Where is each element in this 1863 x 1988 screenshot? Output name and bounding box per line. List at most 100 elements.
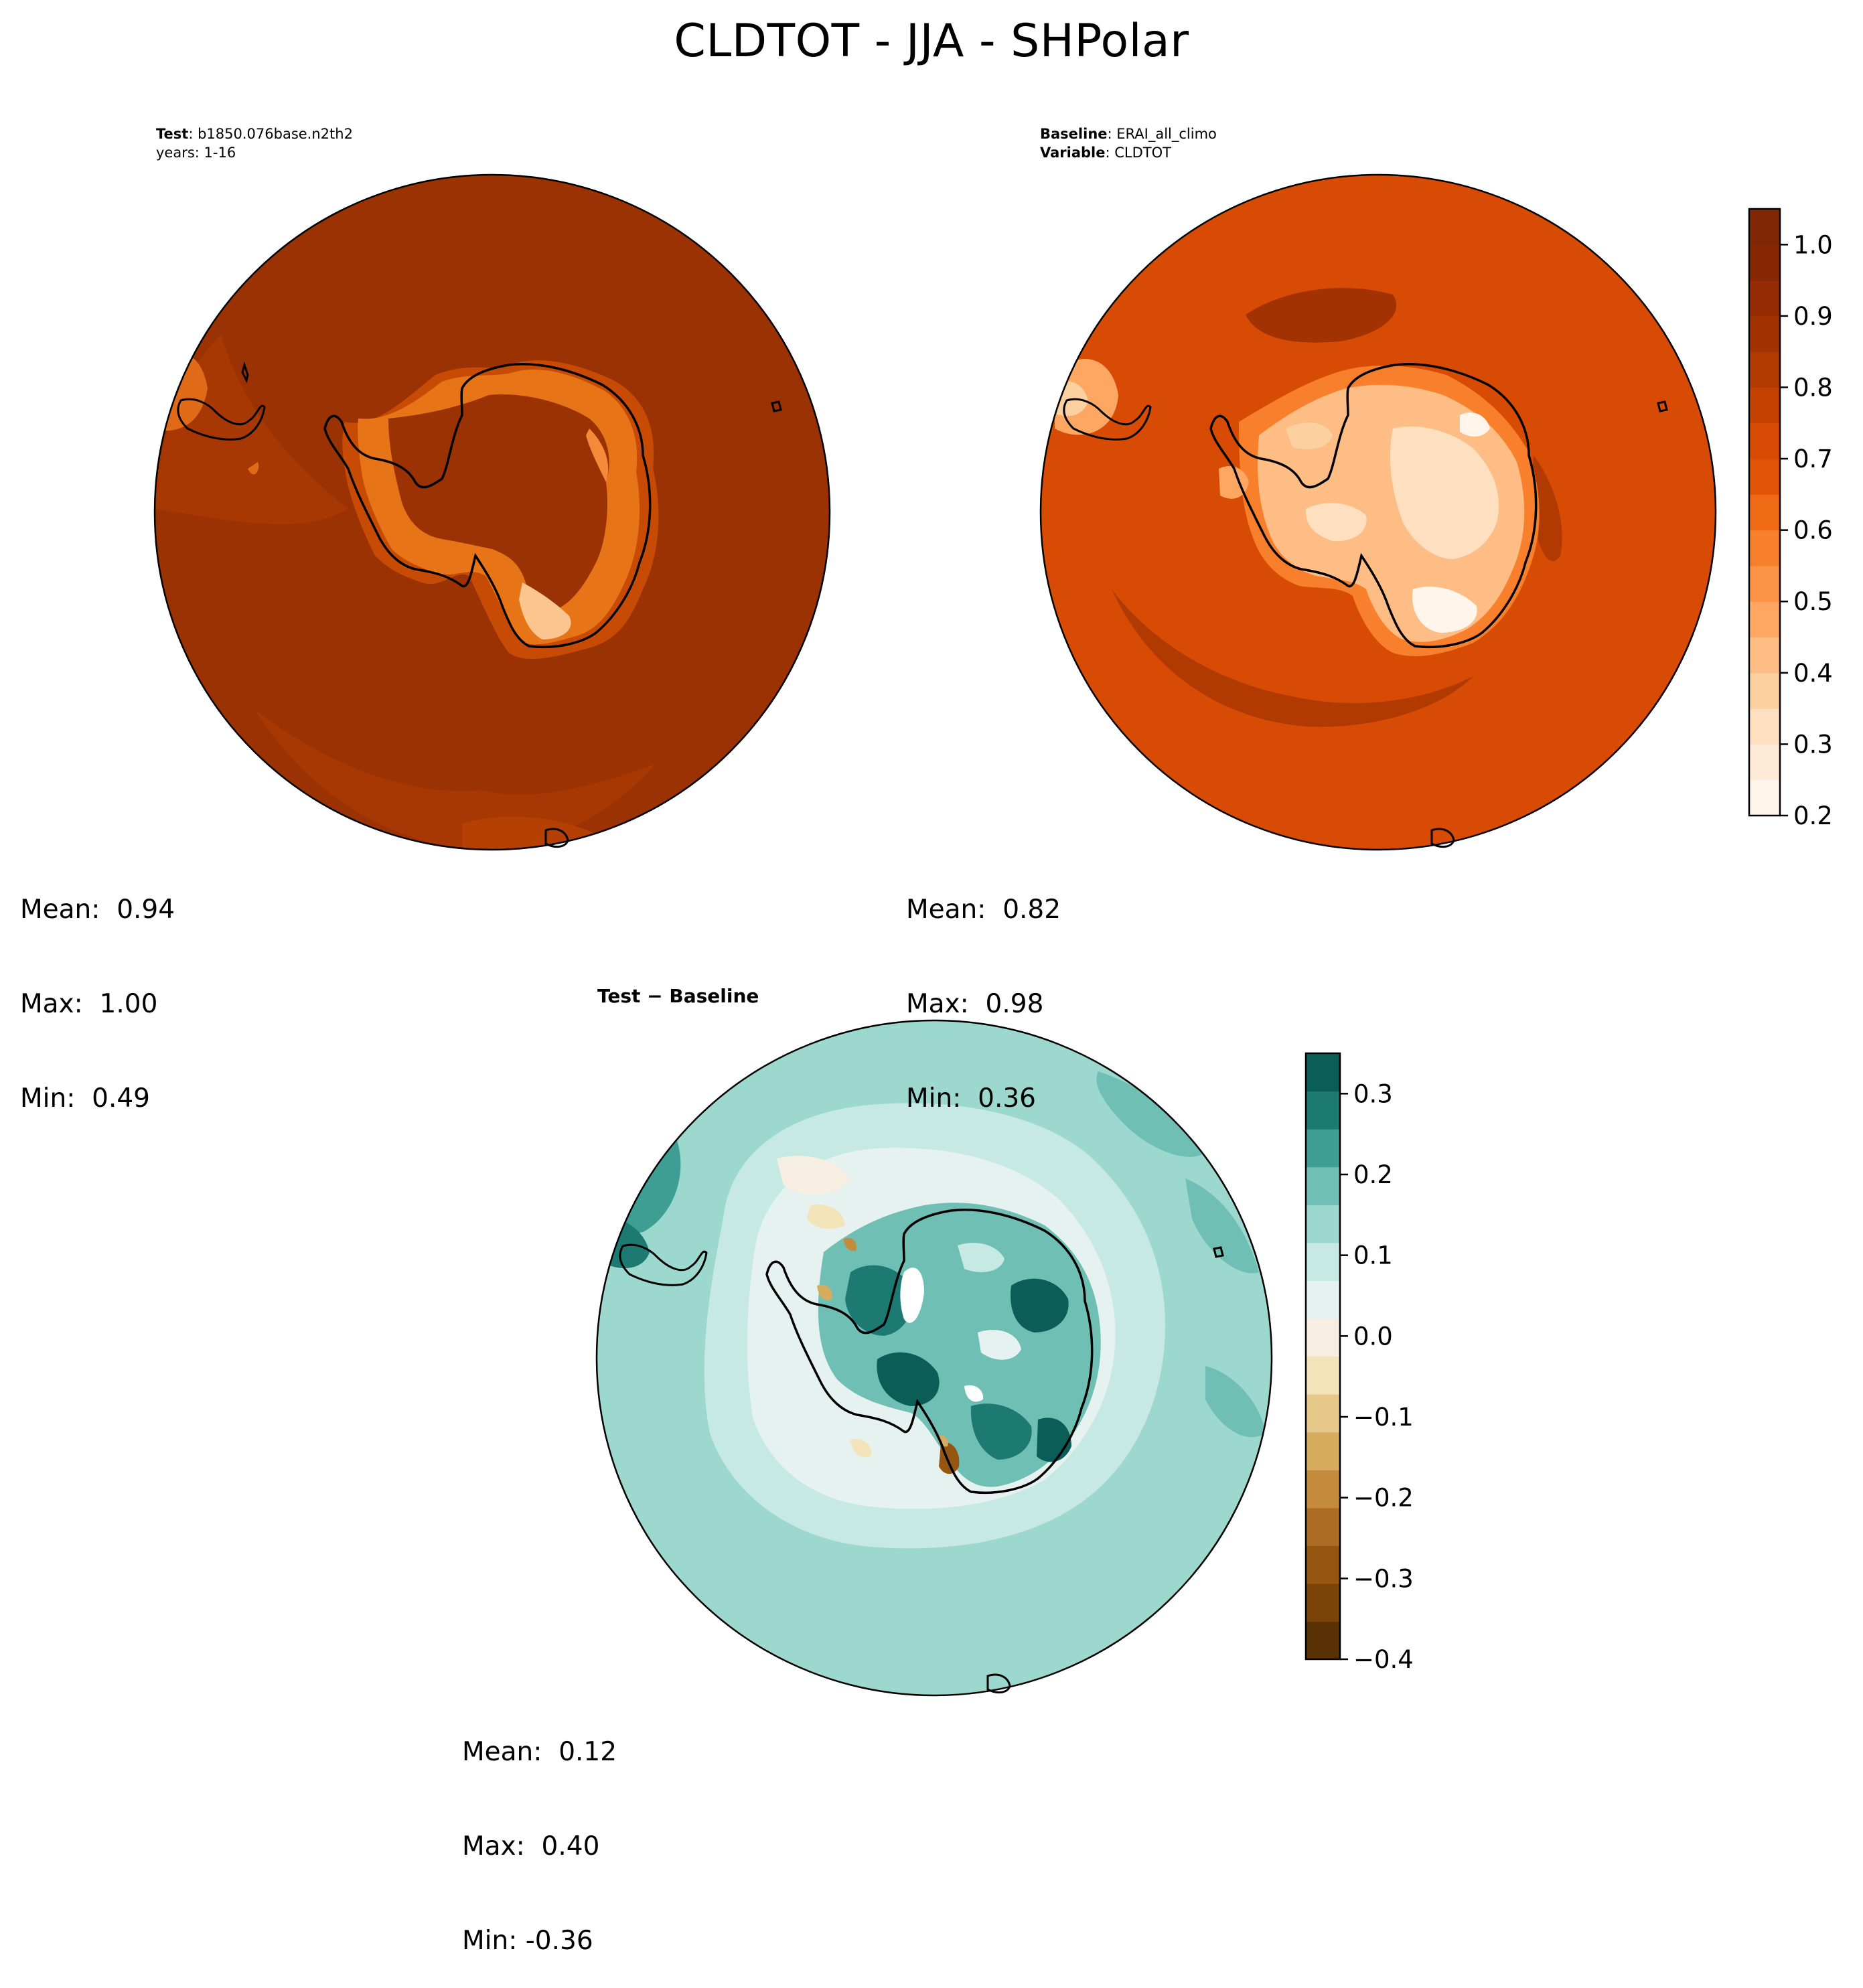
variable-label-sep: : [1105, 145, 1115, 161]
difference-colorbar-level-15 [1306, 1053, 1340, 1092]
baseline-colorbar-level-6 [1749, 565, 1780, 602]
baseline-island-kerguelen [1657, 400, 1668, 412]
difference-colorbar-level-7 [1306, 1356, 1340, 1395]
test-island-bottom [544, 828, 569, 848]
difference-island-kerguelen [1213, 1246, 1224, 1258]
baseline-colorbar-tick-label-0: 0.2 [1793, 801, 1833, 830]
difference-colorbar-tick-label-6: 0.2 [1353, 1160, 1393, 1189]
test-years: years: 1-16 [156, 145, 236, 161]
baseline-case-name: ERAI_all_climo [1116, 126, 1217, 142]
baseline-label-sep: : [1107, 126, 1117, 142]
baseline-colorbar-level-14 [1749, 280, 1780, 317]
difference-panel-title: Test − Baseline [597, 985, 759, 1007]
test-stat-max: Max: 1.00 [20, 989, 158, 1019]
baseline-colorbar-tick-label-4: 0.6 [1793, 516, 1833, 545]
difference-colorbar-tick-label-3: −0.1 [1353, 1403, 1414, 1432]
baseline-colorbar-level-3 [1749, 672, 1780, 709]
baseline-coastline [1209, 363, 1538, 649]
test-island-falkland [241, 361, 249, 384]
baseline-colorbar: 0.2 0.3 0.4 0.5 0.6 0.7 0.8 0.9 1.0 [1748, 208, 1833, 830]
baseline-map [1041, 175, 1716, 850]
test-coastline [323, 363, 652, 649]
test-map-boundary [153, 173, 831, 851]
baseline-colorbar-frame [1748, 208, 1781, 817]
difference-coastline [765, 1209, 1094, 1495]
difference-colorbar-level-8 [1306, 1318, 1340, 1357]
baseline-colorbar-tick-label-6: 0.8 [1793, 373, 1833, 402]
baseline-colorbar-tick-label-7: 0.9 [1793, 302, 1833, 331]
baseline-colorbar-level-7 [1749, 530, 1780, 566]
difference-colorbar-tick-label-1: −0.3 [1353, 1564, 1414, 1593]
difference-stat-mean: Mean: 0.12 [462, 1737, 617, 1767]
baseline-colorbar-level-0 [1749, 779, 1780, 816]
figure-title: CLDTOT - JJA - SHPolar [674, 15, 1189, 68]
test-case-name: b1850.076base.n2th2 [198, 126, 353, 142]
baseline-stats: Mean: 0.82 Max: 0.98 Min: 0.36 [906, 831, 1061, 1146]
baseline-colorbar-tick-label-8: 1.0 [1793, 230, 1833, 259]
test-label: Test [156, 126, 189, 142]
difference-colorbar-level-11 [1306, 1205, 1340, 1243]
baseline-colorbar-level-15 [1749, 244, 1780, 281]
difference-colorbar-level-4 [1306, 1470, 1340, 1509]
baseline-colorbar-level-4 [1749, 637, 1780, 674]
difference-colorbar-level-10 [1306, 1242, 1340, 1281]
difference-colorbar: −0.4 −0.3 −0.2 −0.1 0.0 0.1 0.2 0.3 [1305, 1052, 1414, 1674]
baseline-map-boundary [1039, 173, 1717, 851]
difference-island-bottom [986, 1673, 1011, 1694]
test-panel-title: Test: b1850.076base.n2th2 years: 1-16 [156, 125, 353, 162]
baseline-colorbar-level-13 [1749, 315, 1780, 352]
baseline-colorbar-level-5 [1749, 601, 1780, 638]
difference-colorbar-level-13 [1306, 1129, 1340, 1168]
difference-colorbar-tick-label-4: 0.0 [1353, 1322, 1393, 1351]
difference-colorbar-tick-label-2: −0.2 [1353, 1484, 1414, 1513]
baseline-stat-mean: Mean: 0.82 [906, 895, 1061, 925]
difference-colorbar-level-0 [1306, 1621, 1340, 1660]
test-south-america-tip [177, 398, 266, 441]
baseline-colorbar-level-9 [1749, 459, 1780, 495]
baseline-stat-max: Max: 0.98 [906, 989, 1044, 1019]
difference-colorbar-level-5 [1306, 1432, 1340, 1470]
difference-colorbar-level-12 [1306, 1166, 1340, 1205]
difference-colorbar-level-2 [1306, 1545, 1340, 1584]
baseline-colorbar-level-12 [1749, 352, 1780, 388]
baseline-colorbar-level-2 [1749, 708, 1780, 745]
difference-stat-min: Min: -0.36 [462, 1926, 593, 1956]
difference-colorbar-level-9 [1306, 1280, 1340, 1319]
difference-map [597, 1020, 1272, 1695]
difference-map-boundary [595, 1019, 1273, 1697]
variable-name: CLDTOT [1114, 145, 1171, 161]
test-map [155, 175, 830, 850]
baseline-colorbar-level-16 [1749, 209, 1780, 245]
difference-colorbar-tick-label-0: −0.4 [1353, 1645, 1414, 1674]
baseline-colorbar-tick-label-1: 0.3 [1793, 730, 1833, 759]
test-stat-mean: Mean: 0.94 [20, 895, 175, 925]
difference-colorbar-level-3 [1306, 1507, 1340, 1546]
baseline-colorbar-level-10 [1749, 423, 1780, 459]
baseline-panel-title: Baseline: ERAI_all_climo Variable: CLDTO… [1040, 125, 1217, 162]
figure-canvas: 0.2 0.3 0.4 0.5 0.6 0.7 0.8 0.9 1.0 −0.4 −0.3 −0.2… [153, 173, 1833, 1697]
test-island-kerguelen [771, 400, 782, 412]
baseline-stat-min: Min: 0.36 [906, 1083, 1036, 1114]
test-stat-min: Min: 0.49 [20, 1083, 150, 1114]
difference-stat-max: Max: 0.40 [462, 1831, 600, 1861]
difference-colorbar-level-14 [1306, 1091, 1340, 1130]
baseline-colorbar-tick-label-3: 0.5 [1793, 587, 1833, 616]
baseline-colorbar-level-8 [1749, 494, 1780, 531]
difference-stats: Mean: 0.12 Max: 0.40 Min: -0.36 [462, 1673, 617, 1988]
baseline-colorbar-level-1 [1749, 744, 1780, 781]
difference-colorbar-tick-label-5: 0.1 [1353, 1241, 1393, 1270]
baseline-island-bottom [1430, 828, 1455, 848]
baseline-colorbar-level-11 [1749, 387, 1780, 424]
baseline-colorbar-tick-label-5: 0.7 [1793, 445, 1833, 473]
variable-label: Variable [1040, 145, 1106, 161]
difference-colorbar-level-1 [1306, 1583, 1340, 1622]
baseline-south-america-tip [1063, 398, 1152, 441]
baseline-colorbar-tick-label-2: 0.4 [1793, 659, 1833, 688]
baseline-label: Baseline [1040, 126, 1108, 142]
test-label-sep: : [188, 126, 198, 142]
difference-south-america-tip [619, 1243, 708, 1286]
test-stats: Mean: 0.94 Max: 1.00 Min: 0.49 [20, 831, 175, 1146]
difference-colorbar-level-6 [1306, 1394, 1340, 1433]
difference-colorbar-tick-label-7: 0.3 [1353, 1079, 1393, 1108]
difference-colorbar-frame [1305, 1052, 1341, 1661]
